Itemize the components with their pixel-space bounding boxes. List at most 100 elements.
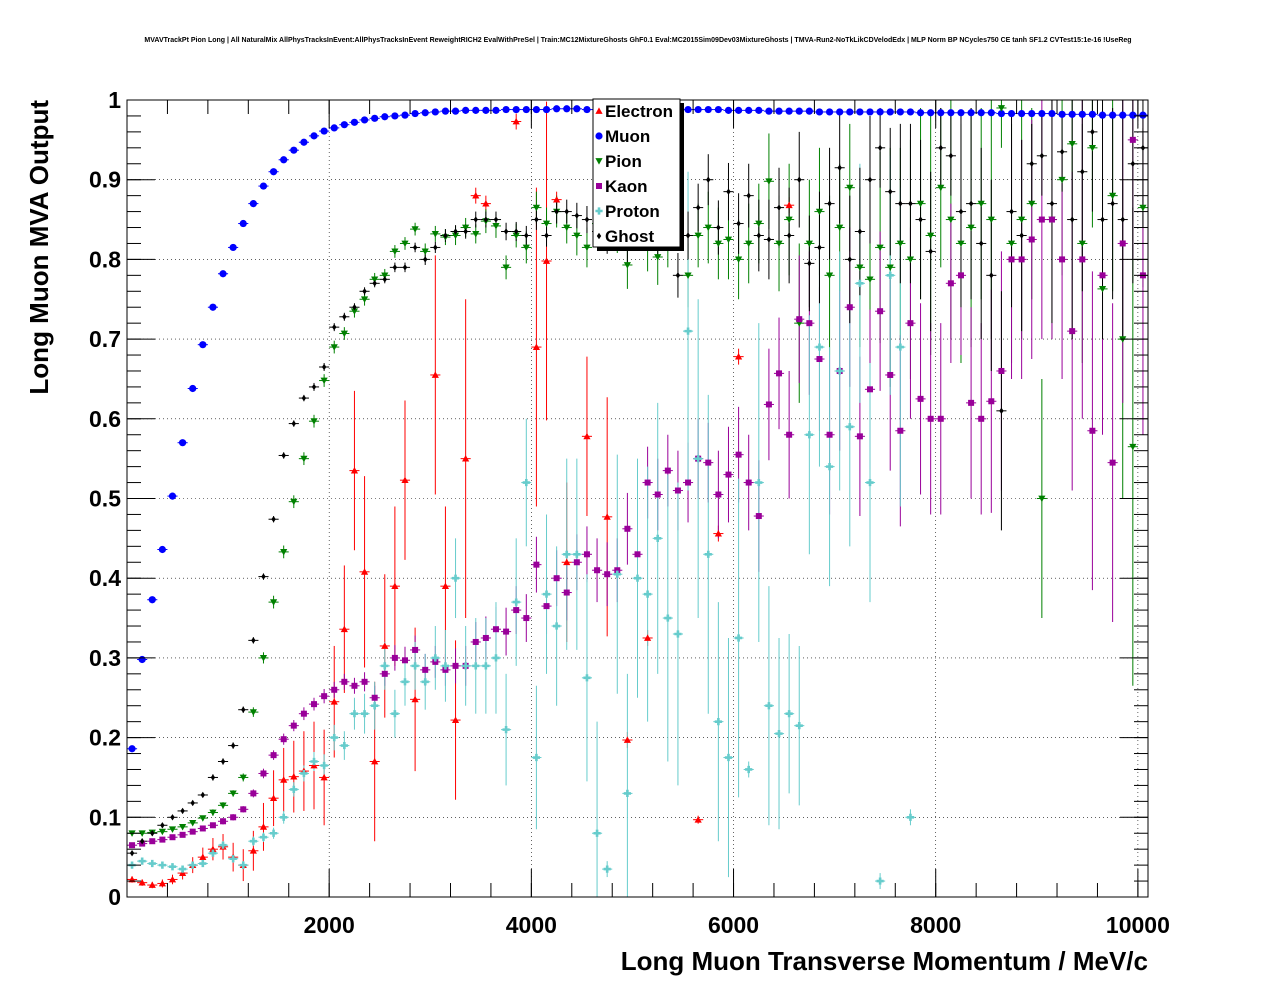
muon-point (148, 596, 156, 604)
ghost-point (776, 204, 782, 211)
kaon-point (412, 646, 419, 653)
kaon-point (361, 678, 368, 685)
y-tick-label: 0.3 (89, 645, 121, 671)
kaon-point (220, 818, 227, 825)
kaon-point (250, 790, 257, 797)
kaon-point (877, 308, 884, 315)
proton-point (249, 837, 257, 845)
kaon-point (270, 752, 277, 759)
muon-point (310, 132, 318, 140)
muon-point (906, 108, 915, 116)
ghost-point (503, 228, 509, 235)
kaon-point (765, 401, 772, 408)
pion-point (371, 276, 379, 283)
pion-point (300, 455, 308, 463)
kaon-point (957, 272, 964, 279)
ghost-point (877, 144, 883, 152)
pion-point (755, 220, 763, 228)
x-tick-label: 10000 (1106, 912, 1170, 938)
proton-point (421, 678, 429, 686)
proton-point (340, 741, 348, 750)
pion-point (421, 248, 429, 256)
y-tick-label: 0.6 (89, 406, 121, 432)
pion-point (775, 240, 783, 248)
pion-point (158, 828, 166, 836)
ghost-point (1080, 168, 1085, 175)
pion-point (310, 418, 318, 425)
proton-point (522, 478, 530, 487)
ghost-point (1069, 216, 1075, 223)
proton-point (300, 769, 308, 778)
electron-point (330, 698, 338, 705)
proton-point (856, 279, 864, 287)
ghost-point (241, 706, 246, 713)
muon-point (178, 439, 187, 447)
legend-ghost-marker (596, 232, 602, 240)
proton-point (512, 598, 520, 606)
ghost-point (372, 280, 377, 287)
pion-point (340, 330, 348, 338)
electron-point (542, 257, 551, 264)
kaon-point (776, 370, 783, 377)
electron-point (603, 513, 611, 520)
muon-point (836, 108, 844, 116)
electron-point (734, 353, 743, 360)
electron-point (310, 761, 318, 769)
kaon-point (1069, 328, 1076, 335)
ghost-point (493, 216, 499, 223)
muon-point (482, 106, 490, 114)
x-axis-title: Long Muon Transverse Momentum / MeV/c (621, 946, 1148, 976)
ghost-point (473, 216, 478, 223)
ghost-point (412, 244, 418, 251)
kaon-point (189, 828, 196, 835)
ghost-point (574, 212, 580, 219)
kaon-point (947, 280, 954, 287)
pion-point (1028, 200, 1036, 208)
ghost-point (362, 288, 367, 295)
kaon-point (1059, 256, 1066, 263)
ghost-point (958, 208, 964, 215)
muon-point (876, 108, 884, 116)
kaon-point (513, 607, 520, 614)
pion-point (1038, 495, 1046, 503)
y-tick-label: 0.5 (89, 486, 121, 512)
kaon-point (755, 513, 762, 520)
ghost-point (1130, 160, 1136, 167)
ghost-point (210, 774, 216, 781)
ghost-point (483, 216, 489, 223)
kaon-point (260, 770, 267, 777)
pion-point (199, 815, 207, 822)
kaon-point (391, 654, 398, 661)
kaon-point (1109, 459, 1116, 466)
pion-point (866, 276, 874, 283)
proton-point (158, 861, 166, 869)
muon-point (350, 118, 359, 126)
electron-point (199, 853, 207, 861)
ghost-point (534, 216, 539, 223)
pion-point (916, 200, 925, 208)
pion-point (684, 272, 692, 279)
kaon-point (745, 479, 752, 486)
kaon-point (725, 471, 732, 478)
legend-kaon-label: Kaon (605, 177, 648, 196)
kaon-point (563, 589, 570, 596)
legend-pion-label: Pion (605, 152, 642, 171)
ghost-point (807, 260, 812, 267)
kaon-point (230, 814, 237, 821)
electron-point (138, 879, 146, 886)
kaon-point (169, 834, 176, 841)
pion-point (1018, 216, 1026, 224)
electron-point (391, 582, 399, 590)
ghost-point (524, 232, 529, 239)
proton-point (462, 662, 470, 670)
muon-point (755, 106, 763, 114)
axis-ticks (126, 99, 1148, 898)
electron-point (411, 695, 419, 703)
ghost-point (1019, 232, 1024, 239)
kaon-point (705, 459, 712, 466)
proton-point (724, 753, 733, 762)
kaon-point (685, 479, 692, 486)
electron-point (532, 343, 541, 350)
ghost-point (746, 192, 751, 199)
proton-point (866, 478, 874, 487)
